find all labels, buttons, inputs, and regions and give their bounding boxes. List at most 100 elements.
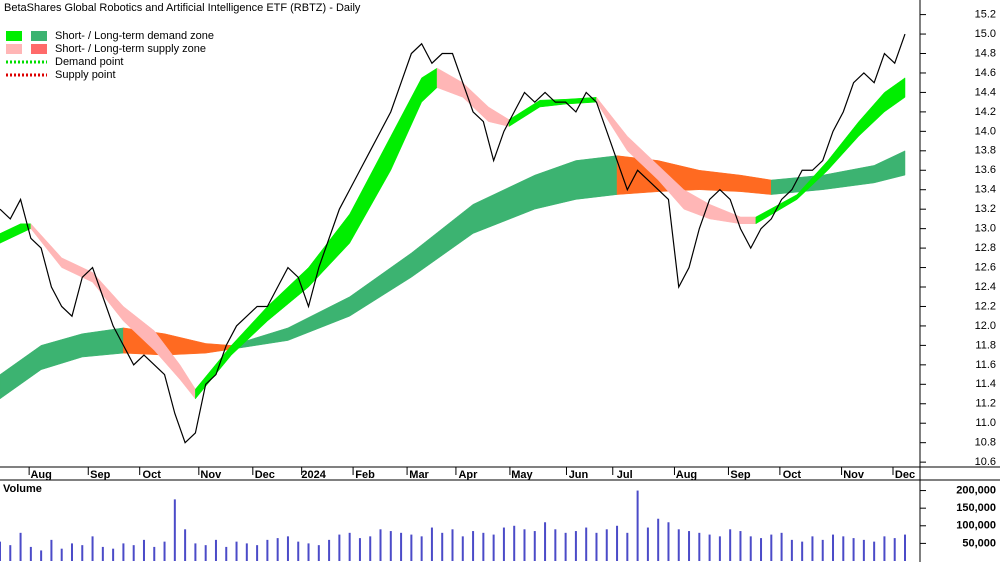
- volume-bar: [461, 536, 464, 561]
- volume-bar: [297, 541, 300, 561]
- volume-bar: [369, 536, 372, 561]
- y-tick-label: 11.4: [975, 378, 996, 390]
- volume-bar: [770, 534, 773, 561]
- volume-bar: [544, 522, 547, 561]
- volume-bar: [70, 543, 73, 561]
- volume-bar: [523, 529, 526, 561]
- x-tick-label: Sep: [90, 469, 110, 481]
- volume-bar: [112, 548, 115, 561]
- legend-swatch: [6, 31, 22, 41]
- volume-bar: [760, 538, 763, 561]
- volume-bar: [718, 536, 721, 561]
- volume-bar: [667, 522, 670, 561]
- y-tick-label: 10.8: [975, 437, 996, 449]
- volume-bar: [749, 536, 752, 561]
- y-tick-label: 14.0: [975, 125, 996, 137]
- volume-bar: [0, 541, 1, 561]
- legend-swatch: [31, 44, 47, 54]
- volume-bar: [893, 538, 896, 561]
- volume-bar: [194, 543, 197, 561]
- volume-bar: [502, 527, 505, 561]
- x-tick-label: Aug: [30, 469, 51, 481]
- x-tick-label: Feb: [355, 469, 375, 481]
- volume-title: Volume: [3, 483, 42, 495]
- x-tick-label: Oct: [143, 469, 162, 481]
- y-tick-label: 100,000: [956, 520, 996, 532]
- y-tick-label: 13.2: [975, 203, 996, 215]
- volume-bar: [338, 534, 341, 561]
- volume-bar: [585, 527, 588, 561]
- volume-bar: [595, 532, 598, 561]
- volume-bar: [286, 536, 289, 561]
- y-tick-label: 15.2: [975, 9, 996, 21]
- volume-bar: [492, 534, 495, 561]
- y-tick-label: 14.8: [975, 47, 996, 59]
- y-tick-label: 12.6: [975, 261, 996, 273]
- volume-bar: [245, 543, 248, 561]
- y-tick-label: 14.6: [975, 67, 996, 79]
- x-tick-label: Oct: [783, 469, 802, 481]
- x-tick-label: Jul: [617, 469, 633, 481]
- volume-bar: [400, 532, 403, 561]
- volume-bar: [533, 531, 536, 561]
- y-tick-label: 14.2: [975, 106, 996, 118]
- volume-bar: [81, 545, 84, 561]
- volume-bar: [708, 534, 711, 561]
- x-tick-label: Aug: [676, 469, 697, 481]
- x-tick-label: Nov: [200, 469, 222, 481]
- price-line: [0, 33, 906, 444]
- volume-bar: [225, 546, 228, 561]
- volume-bar: [821, 539, 824, 561]
- volume-bar: [256, 545, 259, 561]
- legend-swatch: [31, 31, 47, 41]
- y-tick-label: 12.4: [975, 281, 996, 293]
- y-tick-label: 11.6: [975, 359, 996, 371]
- y-tick-label: 12.8: [975, 242, 996, 254]
- volume-bar: [214, 539, 217, 561]
- volume-bar: [430, 527, 433, 561]
- volume-bar: [276, 538, 279, 561]
- volume-bar: [616, 525, 619, 561]
- legend-label: Demand point: [55, 56, 124, 68]
- volume-bar: [204, 545, 207, 561]
- volume-bar: [101, 546, 104, 561]
- y-tick-label: 12.0: [975, 320, 996, 332]
- volume-bar: [60, 548, 63, 561]
- zone-band: [755, 77, 906, 225]
- volume-bar: [698, 532, 701, 561]
- y-tick-label: 11.0: [975, 417, 996, 429]
- volume-bar: [832, 534, 835, 561]
- y-tick-label: 12.2: [975, 300, 996, 312]
- volume-bar: [307, 543, 310, 561]
- x-tick-label: Nov: [843, 469, 865, 481]
- y-tick-label: 10.6: [975, 456, 996, 468]
- x-tick-label: Apr: [458, 469, 478, 481]
- y-tick-label: 200,000: [956, 484, 996, 496]
- volume-bar: [122, 543, 125, 561]
- volume-bar: [688, 531, 691, 561]
- volume-bar: [410, 534, 413, 561]
- volume-bar: [574, 531, 577, 561]
- volume-bar: [153, 546, 156, 561]
- y-tick-label: 15.0: [975, 28, 996, 40]
- volume-bar: [420, 536, 423, 561]
- volume-bar: [29, 546, 32, 561]
- volume-bar: [389, 531, 392, 561]
- volume-bar: [852, 538, 855, 561]
- volume-bar: [862, 539, 865, 561]
- volume-bar: [142, 539, 145, 561]
- y-tick-label: 13.0: [975, 223, 996, 235]
- volume-bar: [184, 529, 187, 561]
- volume-bar: [780, 532, 783, 561]
- x-tick-label: Dec: [895, 469, 915, 481]
- volume-bar: [163, 541, 166, 561]
- volume-bar: [451, 529, 454, 561]
- volume-bar: [811, 536, 814, 561]
- legend-label: Short- / Long-term demand zone: [55, 30, 214, 42]
- x-tick-label: Jun: [569, 469, 589, 481]
- volume-bar: [91, 536, 94, 561]
- volume-bar: [790, 539, 793, 561]
- x-tick-label: May: [511, 469, 533, 481]
